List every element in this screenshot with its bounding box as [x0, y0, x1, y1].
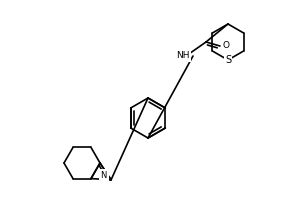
Text: S: S [225, 55, 231, 65]
Text: N: N [101, 171, 107, 180]
Text: O: O [223, 42, 230, 50]
Text: N: N [100, 171, 107, 180]
Text: NH: NH [176, 51, 190, 60]
